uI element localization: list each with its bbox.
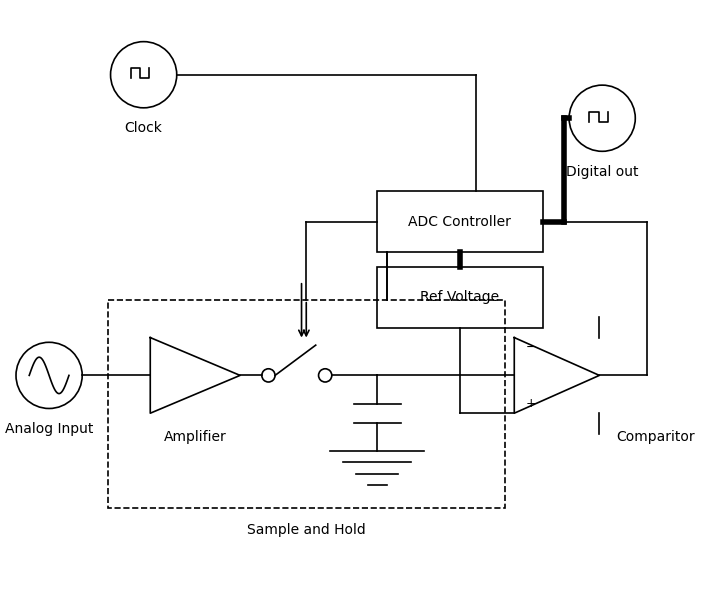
Text: Digital out: Digital out — [566, 164, 639, 178]
Text: Comparitor: Comparitor — [616, 430, 695, 444]
Bar — [377, 267, 543, 328]
Bar — [108, 300, 505, 508]
Text: ADC Controller: ADC Controller — [408, 215, 511, 229]
Text: +: + — [526, 397, 537, 410]
Bar — [377, 191, 543, 252]
Text: Clock: Clock — [125, 121, 163, 135]
Text: Amplifier: Amplifier — [164, 430, 226, 444]
Text: Analog Input: Analog Input — [5, 422, 93, 436]
Text: −: − — [526, 340, 536, 353]
Text: Ref Voltage: Ref Voltage — [420, 290, 499, 304]
Text: Sample and Hold: Sample and Hold — [247, 523, 366, 537]
